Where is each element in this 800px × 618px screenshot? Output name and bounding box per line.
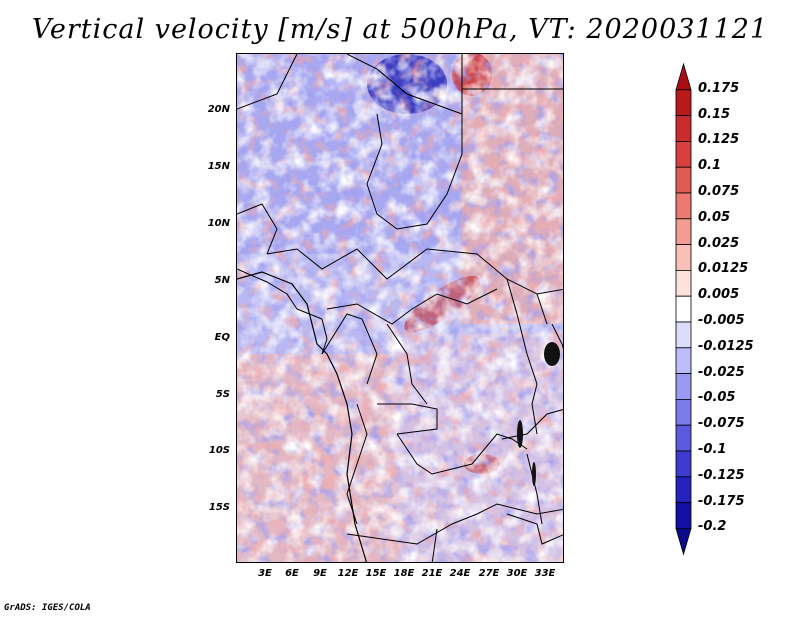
colorbar-swatch bbox=[675, 424, 692, 452]
colorbar-label: 0.05 bbox=[698, 209, 731, 225]
colorbar-swatch bbox=[675, 321, 692, 349]
white-texture bbox=[237, 54, 563, 562]
lon-label-33e: 33E bbox=[534, 568, 556, 579]
colorbar-label: -0.1 bbox=[698, 442, 727, 457]
colorbar-swatch bbox=[675, 450, 692, 478]
country-borders bbox=[237, 54, 563, 562]
lat-label-20n: 20N bbox=[207, 104, 230, 115]
lon-label-30e: 30E bbox=[506, 568, 528, 579]
lat-label-10n: 10N bbox=[207, 218, 230, 229]
colorbar-swatch bbox=[675, 115, 692, 142]
colorbar-swatch bbox=[675, 373, 692, 400]
colorbar-swatch bbox=[675, 89, 692, 117]
lat-label-5s: 5S bbox=[215, 389, 230, 400]
colorbar-label: -0.125 bbox=[698, 467, 745, 483]
colorbar-label: 0.005 bbox=[698, 287, 740, 303]
colorbar-swatch bbox=[675, 295, 692, 323]
colorbar-label: 0.15 bbox=[698, 106, 731, 122]
colorbar-label: 0.025 bbox=[698, 235, 740, 251]
map-area bbox=[236, 53, 564, 563]
colorbar-label: -0.0125 bbox=[698, 338, 754, 354]
lat-label-eq: EQ bbox=[214, 332, 230, 343]
lon-label-12e: 12E bbox=[337, 568, 359, 579]
colorbar-label: -0.05 bbox=[698, 390, 736, 406]
colorbar-swatch bbox=[675, 244, 692, 271]
colorbar-swatch bbox=[675, 528, 692, 556]
colorbar-label: -0.005 bbox=[698, 313, 745, 328]
colorbar-label: -0.025 bbox=[698, 364, 745, 380]
colorbar-label: 0.1 bbox=[698, 158, 722, 174]
colorbar-swatch bbox=[675, 218, 692, 246]
colorbar-label: -0.175 bbox=[698, 493, 745, 509]
colorbar-label: 0.0125 bbox=[698, 261, 749, 277]
colorbar-label: 0.125 bbox=[698, 132, 740, 148]
lon-label-6e: 6E bbox=[285, 568, 299, 579]
colorbar-swatch bbox=[675, 192, 692, 220]
lat-label-15s: 15S bbox=[208, 502, 230, 513]
colorbar-swatch bbox=[675, 62, 692, 91]
lakes bbox=[517, 342, 560, 486]
lon-label-9e: 9E bbox=[313, 568, 327, 579]
colorbar-swatch bbox=[675, 166, 692, 194]
lon-label-24e: 24E bbox=[449, 568, 471, 579]
colorbar-label: 0.075 bbox=[698, 184, 740, 199]
velocity-field bbox=[237, 54, 563, 562]
colorbar-swatch bbox=[675, 347, 692, 374]
colorbar-swatch bbox=[675, 398, 692, 426]
map-title: Vertical velocity [m/s] at 500hPa, VT: 2… bbox=[31, 14, 769, 45]
colorbar-label: 0.175 bbox=[698, 80, 740, 96]
lon-label-21e: 21E bbox=[421, 568, 443, 579]
colorbar-swatch bbox=[675, 502, 692, 529]
grads-credit: GrADS: IGES/COLA bbox=[4, 603, 91, 613]
lat-label-15n: 15N bbox=[207, 161, 230, 172]
lon-label-15e: 15E bbox=[365, 568, 387, 579]
lat-label-5n: 5N bbox=[214, 275, 230, 286]
colorbar-label: -0.2 bbox=[698, 519, 727, 535]
lat-label-10s: 10S bbox=[208, 445, 230, 456]
colorbar-swatch bbox=[675, 140, 692, 168]
colorbar-swatch bbox=[675, 269, 692, 297]
lon-label-27e: 27E bbox=[478, 568, 500, 579]
coastline bbox=[237, 271, 368, 562]
lon-label-3e: 3E bbox=[258, 568, 272, 579]
colorbar-swatch bbox=[675, 476, 692, 503]
colorbar-label: -0.075 bbox=[698, 416, 745, 432]
lon-label-18e: 18E bbox=[393, 568, 415, 579]
